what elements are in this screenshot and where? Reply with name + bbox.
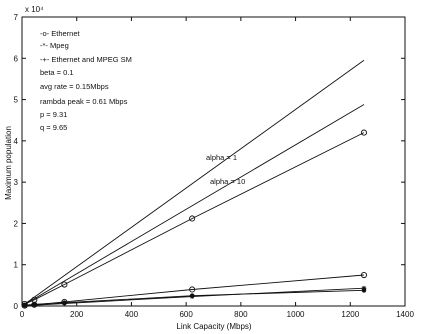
data-point-circle — [61, 281, 68, 288]
data-series-6 — [22, 288, 367, 308]
y-axis-ticks: 0 1 2 3 4 5 6 7 — [14, 13, 405, 311]
x-tick-label: 800 — [234, 310, 248, 319]
data-point-circle — [360, 129, 368, 136]
legend-entry-mpeg: -*- Mpeg — [40, 41, 69, 50]
y-exponent-label: x 10⁴ — [25, 5, 44, 14]
x-tick-label: 1200 — [341, 310, 359, 319]
x-tick-label: 1400 — [396, 310, 414, 319]
annotation-alpha-10: alpha = 10 — [210, 177, 245, 186]
y-tick-label: 7 — [14, 13, 19, 22]
parameter-rambda-peak: rambda peak = 0.61 Mbps — [40, 97, 128, 106]
series-line — [21, 59, 365, 307]
series-line — [21, 104, 365, 307]
data-point-dot — [189, 293, 195, 298]
x-axis-label: Link Capacity (Mbps) — [176, 322, 251, 331]
data-series-2 — [21, 104, 365, 307]
series-line — [24, 132, 365, 305]
data-point-dot — [22, 302, 28, 308]
parameter-p: p = 9.31 — [40, 110, 67, 119]
y-tick-label: 0 — [14, 302, 19, 311]
legend-entry-ethernet-mpeg-sm: -+- Ethernet and MPEG SM — [40, 55, 132, 64]
parameter-beta: beta = 0.1 — [40, 68, 74, 77]
legend-entry-ethernet: -o- Ethernet — [40, 29, 81, 38]
y-axis-label: Maximum population — [4, 126, 13, 200]
data-point-dot — [32, 302, 37, 307]
x-tick-label: 400 — [125, 310, 139, 319]
data-point-dot — [361, 288, 367, 293]
x-tick-label: 200 — [70, 310, 84, 319]
plot-border — [21, 16, 406, 307]
x-axis-ticks: 0 200 400 600 800 1000 1200 1400 — [20, 17, 414, 319]
parameter-avg-rate: avg rate = 0.15Mbps — [40, 82, 109, 91]
x-tick-label: 0 — [20, 310, 25, 319]
annotation-alpha-1: alpha = 1 — [206, 153, 237, 162]
series-layer — [21, 59, 368, 309]
parameter-notes: beta = 0.1 avg rate = 0.15Mbps rambda pe… — [40, 68, 128, 132]
data-point-circle — [189, 215, 196, 222]
data-series-3 — [21, 129, 368, 307]
y-tick-label: 1 — [14, 261, 19, 270]
legend: -o- Ethernet -*- Mpeg -+- Ethernet and M… — [40, 29, 132, 64]
data-series-1 — [21, 59, 365, 307]
parameter-q: q = 9.65 — [40, 123, 67, 132]
y-tick-label: 2 — [14, 219, 19, 228]
data-point-circle — [360, 271, 368, 279]
y-tick-label: 5 — [14, 96, 19, 105]
x-tick-label: 600 — [179, 310, 193, 319]
y-tick-label: 6 — [14, 54, 19, 63]
x-tick-label: 1000 — [287, 310, 305, 319]
data-point-circle — [189, 286, 196, 293]
plot-frame — [21, 16, 406, 307]
y-tick-label: 3 — [14, 178, 19, 187]
y-tick-label: 4 — [14, 137, 19, 146]
data-point-dot — [62, 300, 67, 305]
